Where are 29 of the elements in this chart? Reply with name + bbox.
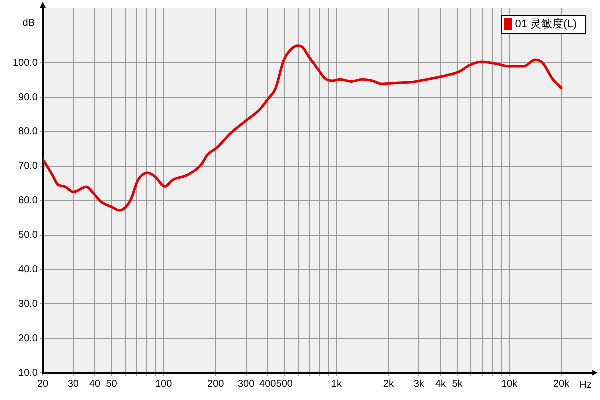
y-tick-label: 60.0 <box>18 196 38 207</box>
x-tick-label: 1k <box>331 378 343 390</box>
legend-label: 01 灵敏度(L) <box>515 18 578 31</box>
y-tick-label: 40.0 <box>18 264 38 276</box>
x-axis-title: Hz <box>580 380 592 391</box>
y-tick-label: 100.0 <box>12 58 38 69</box>
y-axis-title: dB <box>22 18 36 29</box>
x-tick-label: 40 <box>89 378 102 390</box>
x-tick-label: 10k <box>501 378 519 390</box>
x-tick-label: 200 <box>208 378 225 390</box>
x-tick-label: 500 <box>276 378 294 390</box>
x-tick-label: 100 <box>155 378 173 390</box>
x-tick-label: 50 <box>106 378 118 390</box>
x-tick-label: 20 <box>37 378 49 390</box>
x-tick-label: 20k <box>554 378 571 390</box>
y-tick-label: 10.0 <box>18 368 38 379</box>
y-tick-label: 30.0 <box>18 298 38 310</box>
x-tick-label: 30 <box>68 378 80 390</box>
x-tick-label: 4k <box>435 378 448 390</box>
y-tick-label: 70.0 <box>18 161 38 172</box>
x-tick-label: 2k <box>383 378 395 390</box>
x-tick-label: 300 <box>238 378 256 390</box>
x-tick-label: 3k <box>414 378 426 390</box>
x-tick-label: 400 <box>260 378 277 390</box>
y-tick-label: 20.0 <box>18 333 38 344</box>
y-tick-label: 90.0 <box>18 92 38 104</box>
y-tick-label: 80.0 <box>18 126 38 138</box>
y-tick-label: 50.0 <box>18 230 38 242</box>
x-tick-label: 5k <box>452 378 464 390</box>
